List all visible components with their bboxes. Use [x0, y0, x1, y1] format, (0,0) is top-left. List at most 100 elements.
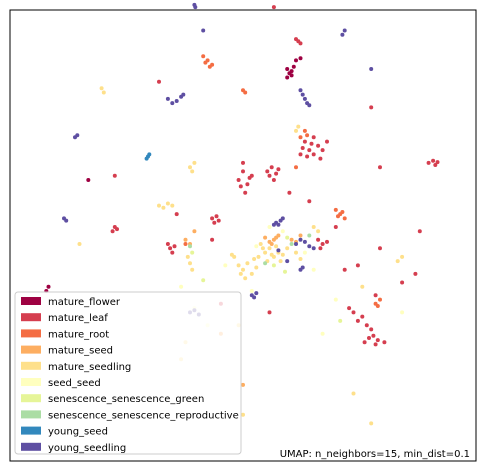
- data-point: [183, 237, 188, 242]
- data-point: [170, 101, 175, 106]
- data-point: [190, 267, 195, 272]
- series-mature-leaf: [110, 5, 440, 347]
- data-point: [307, 199, 312, 204]
- data-point: [298, 135, 303, 140]
- legend-swatch-young-seed: [21, 426, 41, 435]
- legend-label-mature-seedling: mature_seedling: [48, 362, 131, 373]
- data-point: [241, 382, 245, 387]
- data-point: [274, 171, 279, 176]
- data-point: [351, 310, 356, 315]
- data-point: [263, 235, 268, 240]
- data-point: [400, 254, 405, 259]
- data-point: [378, 297, 382, 302]
- legend-label-mature-flower: mature_flower: [48, 297, 121, 308]
- data-point: [307, 148, 312, 153]
- data-point: [278, 259, 283, 264]
- data-point: [243, 190, 248, 195]
- data-point: [236, 178, 241, 182]
- data-point: [214, 214, 219, 219]
- data-point: [252, 257, 257, 261]
- legend-swatch-mature-flower: [21, 297, 41, 305]
- legend-label-mature-leaf: mature_leaf: [48, 313, 108, 324]
- scatter-points: [44, 2, 440, 426]
- data-point: [289, 73, 294, 78]
- data-point: [267, 310, 272, 315]
- data-point: [311, 246, 316, 251]
- data-point: [238, 271, 243, 276]
- legend-swatch-mature-root: [21, 329, 41, 338]
- data-point: [311, 135, 316, 140]
- data-point: [179, 284, 184, 289]
- legend-label-seed-seed: seed_seed: [48, 378, 101, 389]
- data-point: [307, 244, 312, 249]
- data-point: [99, 86, 104, 91]
- data-point: [395, 259, 400, 264]
- data-point: [375, 338, 380, 343]
- data-point: [276, 222, 281, 227]
- data-point: [431, 158, 436, 163]
- data-point: [378, 165, 382, 170]
- data-point: [157, 79, 161, 84]
- data-point: [271, 263, 276, 268]
- data-point: [157, 203, 161, 208]
- data-point: [369, 105, 374, 110]
- data-point: [170, 203, 175, 208]
- data-point: [110, 229, 115, 234]
- data-point: [325, 139, 329, 144]
- data-point: [300, 92, 305, 97]
- data-point: [305, 154, 310, 159]
- data-point: [369, 421, 374, 426]
- data-point: [285, 235, 290, 240]
- data-point: [316, 229, 321, 234]
- data-point: [362, 340, 367, 345]
- data-point: [241, 412, 245, 417]
- data-point: [369, 67, 374, 71]
- data-point: [256, 254, 261, 259]
- data-point: [236, 263, 241, 268]
- data-point: [210, 62, 215, 67]
- data-point: [271, 5, 276, 10]
- data-point: [307, 233, 312, 238]
- data-point: [316, 237, 321, 242]
- data-point: [307, 103, 312, 108]
- series-mature-seed: [183, 229, 303, 387]
- data-point: [318, 156, 323, 161]
- data-point: [185, 254, 190, 259]
- legend-label-young-seed: young_seed: [48, 427, 108, 438]
- data-point: [271, 178, 276, 182]
- data-point: [181, 92, 186, 97]
- data-point: [373, 342, 378, 347]
- data-point: [183, 242, 188, 246]
- series-young-seed: [144, 152, 152, 161]
- data-point: [205, 58, 210, 63]
- data-point: [298, 233, 303, 238]
- data-point: [426, 160, 431, 165]
- data-point: [285, 67, 290, 71]
- data-point: [300, 146, 305, 150]
- data-point: [360, 284, 365, 289]
- data-point: [232, 254, 237, 259]
- data-point: [298, 56, 303, 61]
- data-point: [254, 291, 259, 296]
- data-point: [267, 173, 272, 178]
- data-point: [342, 216, 347, 221]
- data-point: [238, 184, 243, 189]
- data-point: [298, 88, 303, 93]
- data-point: [369, 327, 374, 332]
- data-point: [325, 239, 329, 244]
- data-point: [311, 267, 316, 272]
- data-point: [367, 336, 371, 340]
- data-point: [75, 133, 80, 138]
- data-point: [165, 242, 170, 246]
- data-point: [241, 160, 245, 165]
- data-point: [318, 246, 323, 251]
- data-point: [289, 242, 294, 246]
- data-point: [433, 163, 438, 167]
- data-point: [296, 124, 301, 129]
- data-point: [271, 222, 276, 227]
- data-point: [285, 246, 290, 251]
- legend-label-young-seedling: young_seedling: [48, 443, 126, 454]
- data-point: [192, 160, 197, 165]
- data-point: [174, 99, 179, 103]
